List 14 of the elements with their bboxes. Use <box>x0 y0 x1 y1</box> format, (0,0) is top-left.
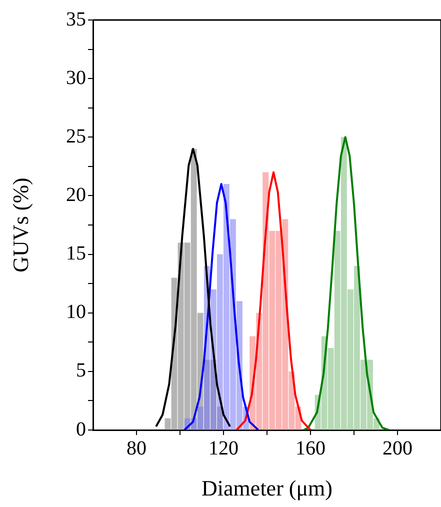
y-tick-label: 30 <box>66 66 86 89</box>
y-tick-label: 0 <box>76 418 86 440</box>
y-tick-label: 20 <box>66 184 86 206</box>
y-tick-label: 5 <box>76 360 86 382</box>
x-tick-label: 120 <box>208 437 238 460</box>
x-axis-title: Diameter (μm) <box>202 476 332 501</box>
y-tick-label: 15 <box>66 242 86 265</box>
x-tick-label: 160 <box>296 437 326 460</box>
y-axis-title: GUVs (%) <box>8 178 33 272</box>
y-tick-label: 25 <box>66 125 86 148</box>
x-tick-label: 80 <box>126 437 146 460</box>
y-tick-label: 10 <box>66 301 86 324</box>
x-tick-label: 200 <box>382 437 412 460</box>
y-tick-label: 35 <box>66 8 86 30</box>
